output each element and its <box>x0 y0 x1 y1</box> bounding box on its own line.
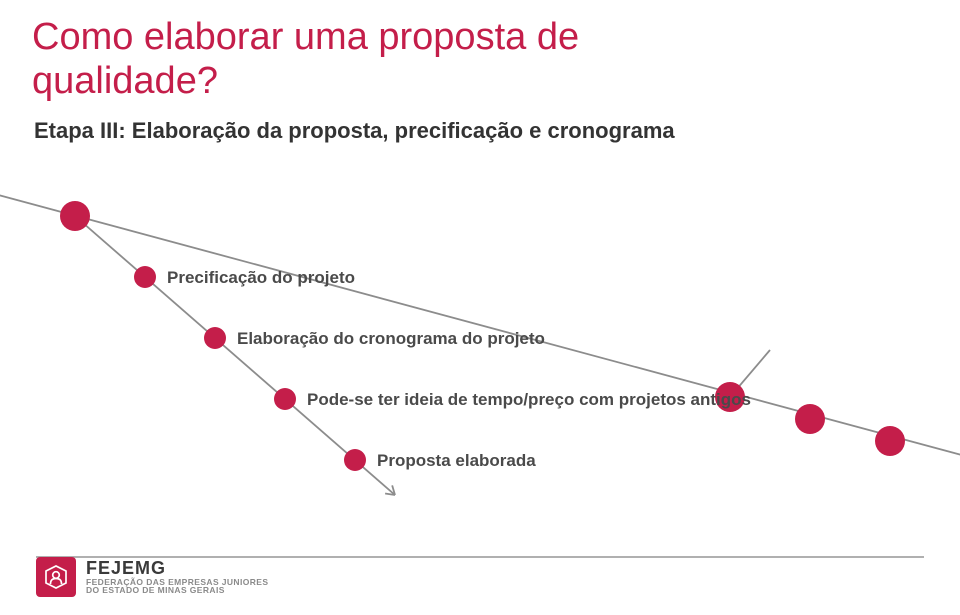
branch-node-label: Pode-se ter ideia de tempo/preço com pro… <box>307 390 751 410</box>
timeline-diagram <box>0 0 960 615</box>
footer: FEJEMG FEDERAÇÃO DAS EMPRESAS JUNIORES D… <box>36 557 268 597</box>
branch-node-label: Proposta elaborada <box>377 451 536 471</box>
branch-node-label: Elaboração do cronograma do projeto <box>237 329 545 349</box>
brand-name: FEJEMG <box>86 559 268 578</box>
brand-tagline-2: DO ESTADO DE MINAS GERAIS <box>86 586 268 595</box>
branch-node-label: Precificação do projeto <box>167 268 355 288</box>
fejemg-logo-icon <box>36 557 76 597</box>
footer-text-block: FEJEMG FEDERAÇÃO DAS EMPRESAS JUNIORES D… <box>86 559 268 596</box>
